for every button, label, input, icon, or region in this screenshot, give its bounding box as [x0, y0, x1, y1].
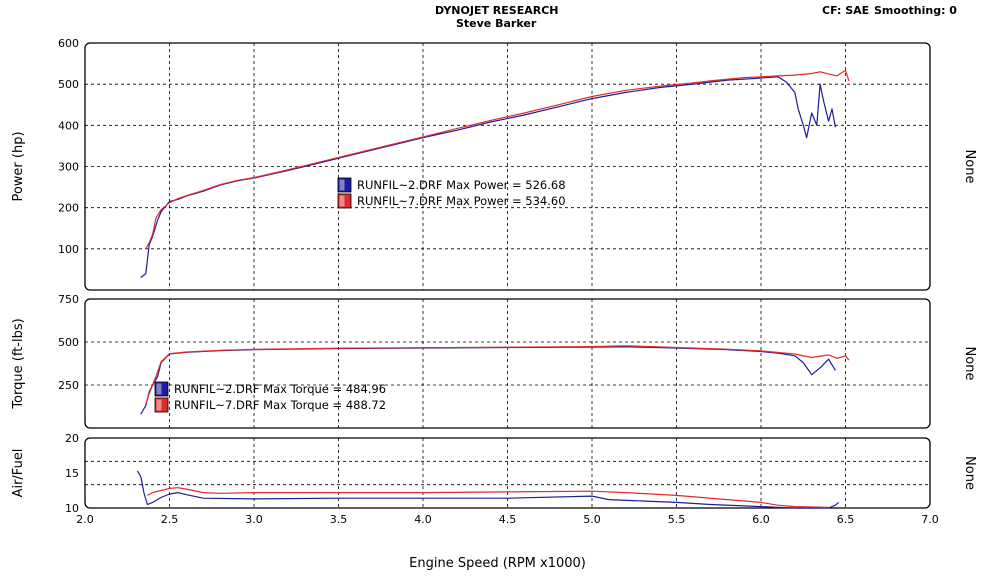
- x-tick-label: 5.5: [668, 513, 686, 526]
- correction-factor-label: CF: SAE: [822, 4, 870, 17]
- x-axis-label: Engine Speed (RPM x1000): [409, 556, 586, 571]
- af-y-axis-label: Air/Fuel: [11, 449, 26, 498]
- power-legend-swatch-highlight: [339, 179, 345, 191]
- x-tick-label: 2.5: [161, 513, 179, 526]
- power-y-tick-label: 100: [58, 243, 79, 256]
- power-legend-swatch-red: [337, 193, 352, 209]
- x-tick-label: 4.0: [414, 513, 432, 526]
- torque-legend-swatch-red: [154, 397, 169, 413]
- af-panel-frame: [84, 437, 931, 509]
- af-y-tick-label: 20: [65, 432, 79, 445]
- x-tick-label: 6.0: [752, 513, 770, 526]
- power-legend-text: RUNFIL~2.DRF Max Power = 526.68: [357, 178, 566, 192]
- af-series-blue: [136, 470, 840, 509]
- power-series-red: [145, 69, 850, 250]
- company-title: DYNOJET RESEARCH: [435, 4, 559, 17]
- power-right-label: None: [962, 150, 977, 184]
- torque-y-tick-label: 250: [58, 379, 79, 392]
- x-tick-label: 2.0: [76, 513, 94, 526]
- power-legend-swatch-highlight: [339, 195, 345, 207]
- operator-name: Steve Barker: [456, 17, 537, 30]
- power-series-blue: [140, 76, 836, 279]
- torque-legend-text: RUNFIL~2.DRF Max Torque = 484.96: [174, 382, 386, 396]
- x-tick-label: 4.5: [499, 513, 517, 526]
- torque-y-tick-label: 500: [58, 336, 79, 349]
- power-y-tick-label: 500: [58, 78, 79, 91]
- torque-legend-text: RUNFIL~7.DRF Max Torque = 488.72: [174, 398, 386, 412]
- af-series-red: [147, 487, 829, 508]
- torque-right-label: None: [962, 347, 977, 381]
- power-y-axis-label: Power (hp): [11, 131, 26, 201]
- torque-series-red: [145, 345, 850, 405]
- x-tick-label: 6.5: [837, 513, 855, 526]
- torque-legend-swatch-highlight: [156, 383, 162, 395]
- torque-legend-swatch-highlight: [156, 399, 162, 411]
- x-tick-label: 3.0: [245, 513, 263, 526]
- smoothing-label: Smoothing: 0: [874, 4, 957, 17]
- power-y-tick-label: 600: [58, 37, 79, 50]
- power-y-tick-label: 300: [58, 161, 79, 174]
- af-y-tick-label: 15: [65, 467, 79, 480]
- power-y-tick-label: 200: [58, 202, 79, 215]
- x-tick-label: 7.0: [921, 513, 939, 526]
- torque-y-tick-label: 750: [58, 293, 79, 306]
- af-y-tick-label: 10: [65, 502, 79, 515]
- power-legend-text: RUNFIL~7.DRF Max Power = 534.60: [357, 194, 566, 208]
- torque-legend-swatch-blue: [154, 381, 169, 397]
- af-right-label: None: [962, 456, 977, 490]
- power-legend-swatch-blue: [337, 177, 352, 193]
- power-y-tick-label: 400: [58, 119, 79, 132]
- x-tick-label: 3.5: [330, 513, 348, 526]
- torque-y-axis-label: Torque (ft-lbs): [11, 318, 26, 409]
- x-tick-label: 5.0: [583, 513, 601, 526]
